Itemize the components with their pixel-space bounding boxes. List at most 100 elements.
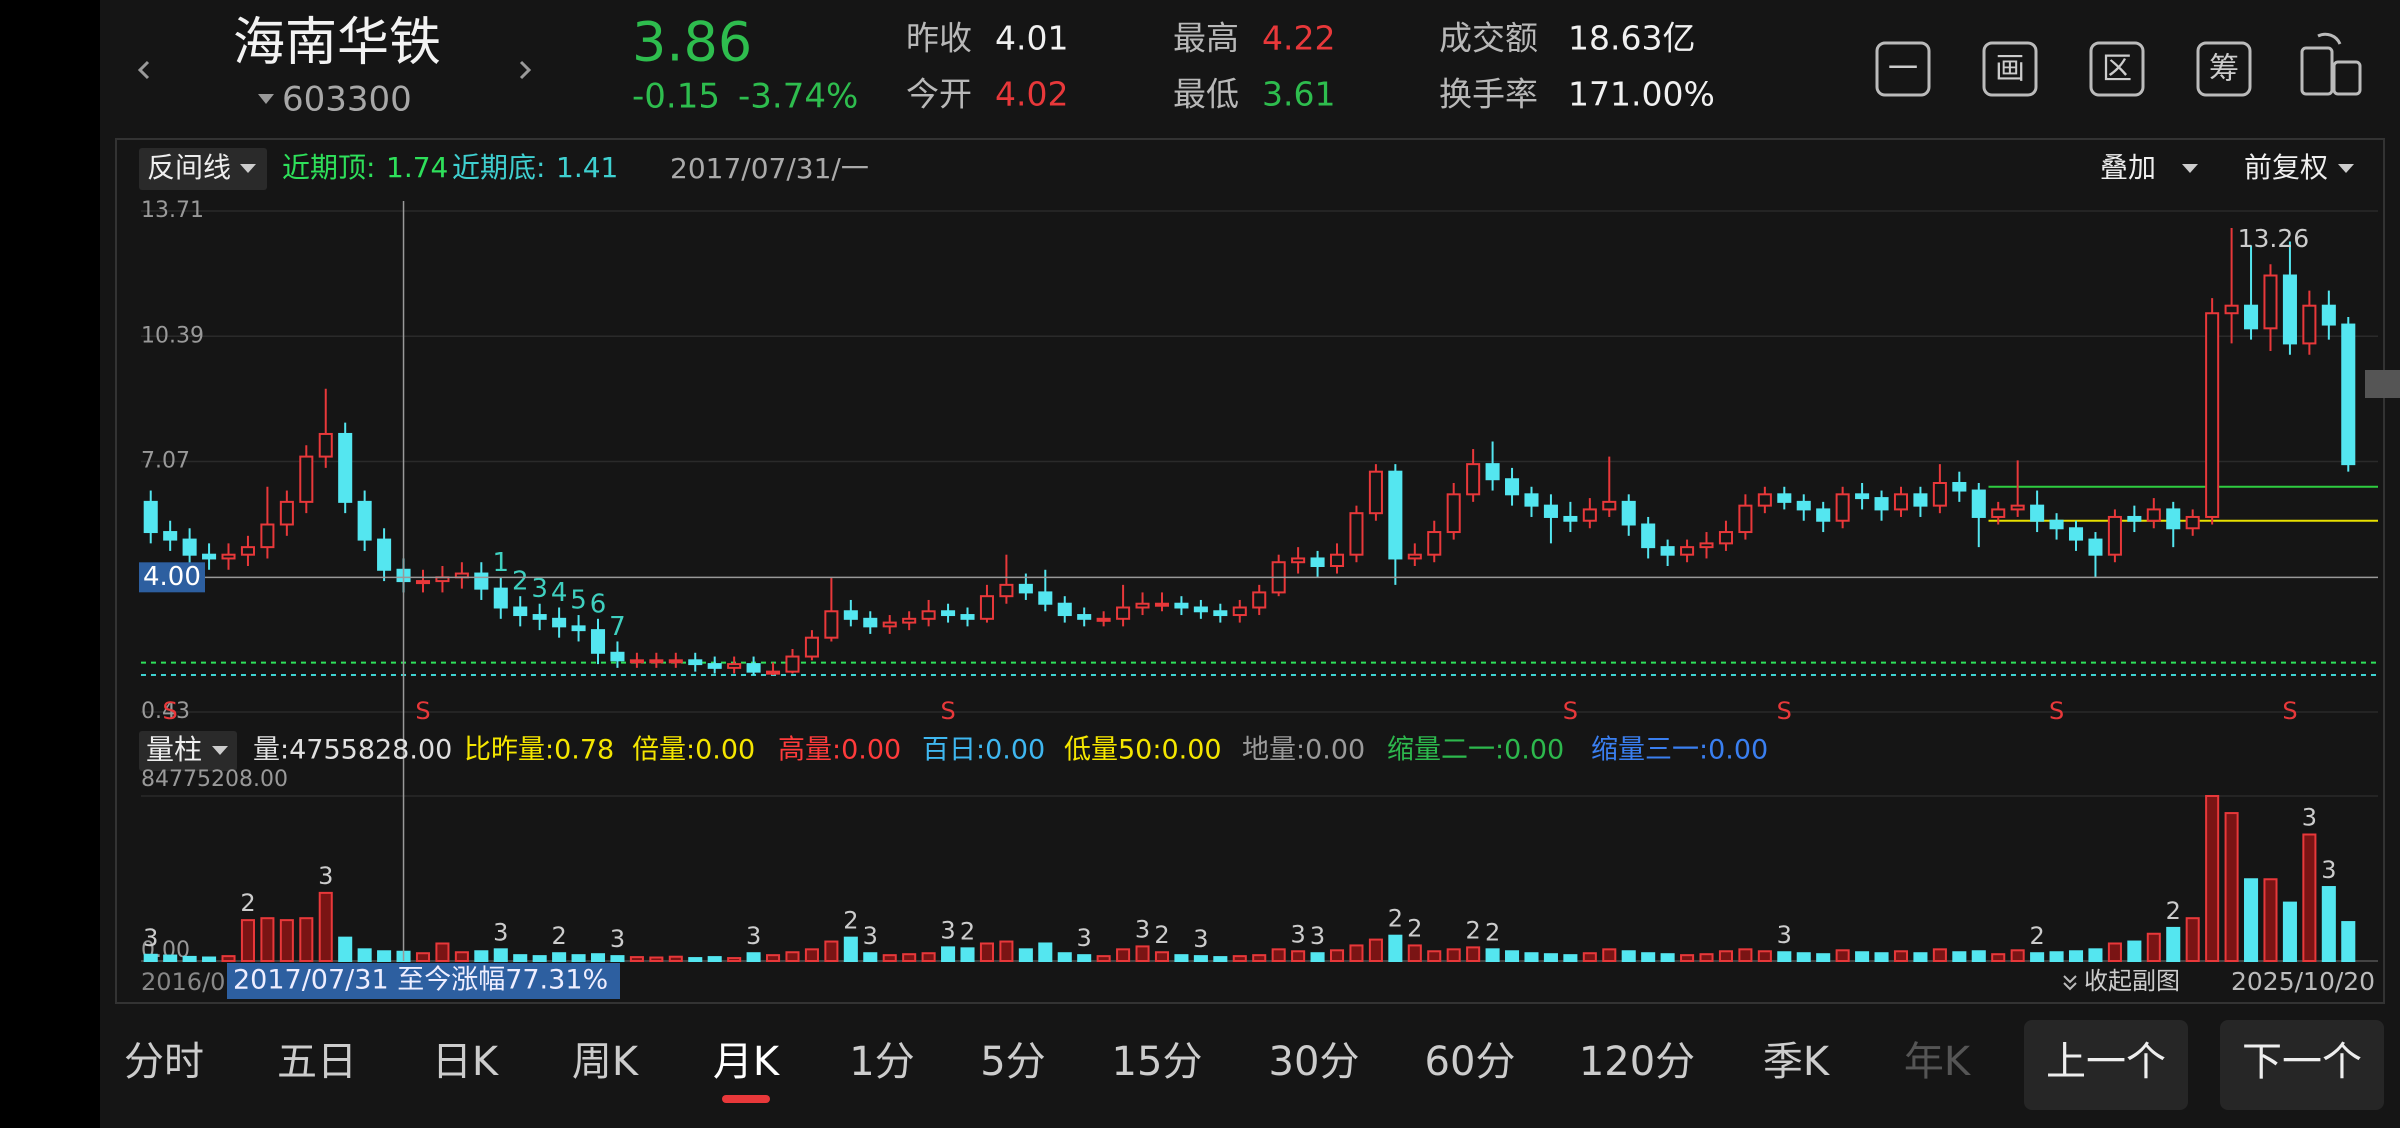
gain-note-box bbox=[227, 963, 620, 999]
volume-bar bbox=[1680, 954, 1695, 962]
volume-bar bbox=[1505, 950, 1520, 962]
tab[interactable]: 120分 bbox=[1579, 1039, 1695, 1085]
candle-body bbox=[377, 538, 392, 571]
volume-bar bbox=[1154, 951, 1170, 962]
volume-bar bbox=[1971, 950, 1986, 962]
phone-icon[interactable] bbox=[2300, 32, 2362, 96]
signal: S bbox=[940, 697, 955, 725]
overlay-menu[interactable]: 叠加 bbox=[2100, 151, 2156, 184]
tab[interactable]: 月K bbox=[713, 1039, 781, 1085]
volume-bar bbox=[163, 954, 178, 962]
candle-body bbox=[590, 629, 606, 654]
volume-tag: 2 bbox=[1466, 916, 1481, 944]
tool-button[interactable] bbox=[2089, 41, 2145, 97]
volume-tag: 3 bbox=[1310, 922, 1325, 950]
candle-body bbox=[552, 617, 567, 628]
candle-body bbox=[902, 617, 917, 624]
recent-bottom-value: 1.41 bbox=[556, 151, 618, 184]
indicator-label: 地量: bbox=[1242, 735, 1305, 766]
volume-bar bbox=[1660, 953, 1675, 962]
dropdown-caret bbox=[240, 164, 256, 173]
candle-body bbox=[1680, 546, 1695, 556]
stat-label: 昨收 bbox=[906, 19, 972, 58]
indicator-select[interactable] bbox=[139, 148, 267, 190]
volume-indicator-select[interactable] bbox=[139, 731, 237, 771]
candle-body bbox=[1135, 602, 1150, 609]
code-dropdown[interactable] bbox=[258, 94, 274, 104]
nav-button[interactable] bbox=[2220, 1020, 2384, 1110]
indicator-label: 低量50: bbox=[1064, 735, 1161, 766]
candle-body bbox=[1913, 493, 1928, 507]
tab[interactable]: 日K bbox=[432, 1039, 500, 1085]
volume-bar bbox=[357, 948, 372, 963]
y-tick-label: 7.07 bbox=[141, 449, 190, 474]
tab[interactable]: 分时 bbox=[124, 1039, 204, 1085]
adjust-menu[interactable]: 前复权 bbox=[2244, 151, 2328, 184]
volume-bar bbox=[1621, 950, 1636, 962]
volume-bar bbox=[1563, 954, 1578, 962]
volume-tag: 3 bbox=[1777, 921, 1792, 949]
volume-tick-label: 84775208.00 bbox=[141, 767, 288, 792]
stat-value: 4.02 bbox=[995, 75, 1068, 114]
volume-bar bbox=[2185, 917, 2200, 962]
volume-bar bbox=[843, 936, 858, 962]
candle-body bbox=[2321, 304, 2336, 326]
candle-body bbox=[240, 546, 255, 556]
candle-body bbox=[746, 663, 761, 673]
volume-bar bbox=[221, 955, 236, 963]
tab[interactable]: 年K bbox=[1904, 1039, 1972, 1085]
tab[interactable]: 1分 bbox=[849, 1039, 914, 1085]
indicator-value: 0.00 bbox=[841, 735, 901, 766]
scroll-marker bbox=[2365, 370, 2400, 398]
prev-stock-arrow[interactable] bbox=[137, 60, 150, 80]
volume-bar bbox=[1777, 951, 1792, 962]
volume-tag: 3 bbox=[143, 924, 158, 952]
candle-body bbox=[668, 659, 683, 664]
candle-body bbox=[2341, 323, 2356, 466]
candle-body bbox=[1349, 512, 1364, 556]
candle-body bbox=[1232, 606, 1247, 617]
tab[interactable]: 30分 bbox=[1269, 1039, 1360, 1085]
candle-body bbox=[960, 614, 975, 620]
signal: S bbox=[1777, 697, 1792, 725]
nav-button[interactable] bbox=[2024, 1020, 2188, 1110]
candle-body bbox=[610, 651, 625, 662]
candle-tag: 1 bbox=[493, 548, 510, 578]
tab[interactable]: 周K bbox=[572, 1039, 640, 1085]
tool-button[interactable] bbox=[1982, 41, 2038, 97]
tool-button[interactable] bbox=[1875, 41, 1931, 97]
candle-body bbox=[2224, 304, 2239, 315]
recent-bottom-label: 近期底: bbox=[452, 151, 545, 184]
volume-bar bbox=[2224, 812, 2239, 963]
volume-tag: 2 bbox=[1154, 921, 1169, 949]
volume-bar bbox=[2127, 940, 2142, 962]
candle-body bbox=[2282, 274, 2297, 345]
next-stock-arrow[interactable] bbox=[519, 60, 532, 80]
collapse-button[interactable]: 收起副图 bbox=[2084, 967, 2180, 995]
volume-bar bbox=[279, 919, 294, 962]
tool-button[interactable] bbox=[2196, 41, 2252, 97]
dropdown-caret bbox=[212, 746, 228, 755]
volume-tag: 2 bbox=[960, 917, 975, 945]
candle-tag: 6 bbox=[590, 589, 607, 619]
candle-body bbox=[2030, 504, 2045, 522]
tab[interactable]: 60分 bbox=[1425, 1039, 1516, 1085]
candle-body bbox=[2205, 312, 2220, 518]
candle-body bbox=[1018, 583, 1033, 594]
volume-bar bbox=[143, 953, 158, 963]
candle-body bbox=[1855, 493, 1870, 500]
nav-label: 下一个 bbox=[2242, 1039, 2362, 1085]
volume-bar bbox=[2088, 948, 2103, 963]
indicator-name: 反间线 bbox=[147, 151, 231, 184]
candle-body bbox=[474, 572, 489, 590]
volume-bar bbox=[2341, 921, 2356, 963]
candle-body bbox=[727, 663, 742, 669]
candle-body bbox=[279, 500, 294, 526]
y-tick-label: 13.71 bbox=[141, 198, 204, 223]
side-strip bbox=[0, 0, 100, 1128]
tab[interactable]: 15分 bbox=[1112, 1039, 1203, 1085]
tab[interactable]: 季K bbox=[1763, 1039, 1831, 1085]
tab[interactable]: 五日 bbox=[277, 1039, 357, 1085]
tab[interactable]: 5分 bbox=[980, 1039, 1045, 1085]
volume-bar bbox=[746, 952, 761, 963]
